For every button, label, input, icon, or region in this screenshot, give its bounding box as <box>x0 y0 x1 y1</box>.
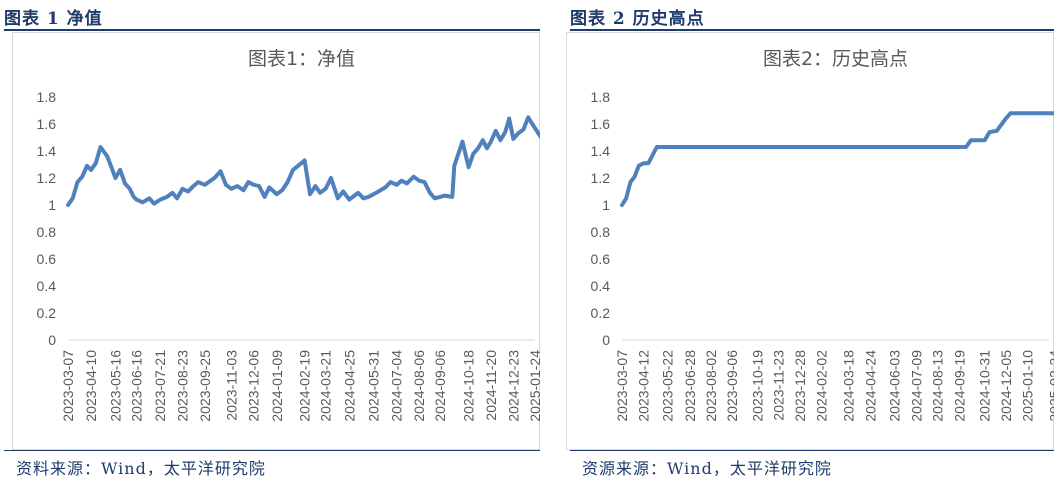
x-tick-label: 2024-04-25 <box>341 350 357 422</box>
figure-heading: 图表 2 历史高点 <box>570 9 705 29</box>
x-tick-label: 2024-08-06 <box>411 350 427 422</box>
x-tick-label: 2024-06-03 <box>887 350 903 422</box>
y-tick-label: 0.4 <box>37 278 57 294</box>
x-tick-label: 2024-08-13 <box>929 350 945 422</box>
heading-rule <box>4 29 540 31</box>
x-tick-label: 2024-04-24 <box>863 350 879 422</box>
x-tick-label: 2023-03-07 <box>60 350 76 422</box>
x-tick-label: 2023-10-19 <box>750 350 766 422</box>
y-tick-label: 0 <box>602 332 610 348</box>
chart-panel-high: 图表 2 历史高点 图表2：历史高点 0 0.2 0.4 0.6 0.8 1 1.2 1.4 1.… <box>566 0 1054 483</box>
x-tick-label: 2023-04-12 <box>636 350 652 422</box>
x-tick-label: 2024-11-20 <box>483 350 499 421</box>
x-tick-label: 2024-09-19 <box>952 350 968 422</box>
x-tick-label: 2023-12-28 <box>792 350 808 422</box>
x-tick-label: 2024-12-05 <box>998 350 1014 422</box>
source-note: 资料来源：Wind，太平洋研究院 <box>16 459 266 478</box>
x-tick-label: 2023-08-23 <box>175 350 191 422</box>
figure-heading: 图表 1 净值 <box>4 9 103 29</box>
y-tick-label: 1.8 <box>37 89 57 105</box>
x-tick-label: 2024-10-31 <box>977 350 993 422</box>
x-tick-label: 2023-11-23 <box>771 350 787 421</box>
x-tick-label: 2024-09-06 <box>432 350 448 422</box>
y-tick-label: 0.4 <box>591 278 611 294</box>
y-tick-label: 1.6 <box>591 116 611 132</box>
x-tick-label: 2023-06-28 <box>682 350 698 422</box>
y-tick-label: 0.6 <box>37 251 57 267</box>
x-tick-label: 2023-04-10 <box>83 350 99 422</box>
y-tick-label: 0.6 <box>591 251 611 267</box>
x-tick-label: 2024-01-09 <box>269 350 285 422</box>
y-tick-label: 0.8 <box>591 224 611 240</box>
y-tick-label: 0.8 <box>37 224 57 240</box>
x-tick-label: 2023-07-21 <box>152 350 168 422</box>
x-tick-label: 2024-03-21 <box>318 350 334 422</box>
x-tick-label: 2024-10-18 <box>461 350 477 422</box>
source-rule <box>4 450 540 451</box>
x-tick-label: 2024-05-31 <box>366 350 382 422</box>
x-tick-label: 2023-08-02 <box>703 350 719 422</box>
x-tick-label: 2024-07-09 <box>908 350 924 422</box>
series-line <box>66 115 540 207</box>
chart-panel-nav: 图表 1 净值 图表1：净值 0 0.2 0.4 0.6 0.8 1 1.2 1.4 1.6 1.8… <box>4 9 540 478</box>
y-tick-label: 1 <box>48 197 56 213</box>
source-note: 资源来源：Wind，太平洋研究院 <box>582 459 832 478</box>
chart-frame: 图表1：净值 0 0.2 0.4 0.6 0.8 1 1.2 1.4 1.6 1.8 2023-03-… <box>12 32 540 450</box>
x-tick-label: 2023-09-25 <box>197 350 213 422</box>
x-tick-label: 2025-01-10 <box>1019 350 1035 422</box>
x-tick-label: 2024-03-18 <box>840 350 856 422</box>
chart-frame: 图表2：历史高点 0 0.2 0.4 0.6 0.8 1 1.2 1.4 1.6 1.8 2023-0… <box>566 32 1054 450</box>
series-line <box>620 111 1054 207</box>
x-tick-label: 2023-05-22 <box>660 350 676 422</box>
high-watermark-line-chart: 图表2：历史高点 0 0.2 0.4 0.6 0.8 1 1.2 1.4 1.6 1.8 2023-0… <box>591 48 1054 422</box>
y-tick-label: 1.4 <box>37 143 57 159</box>
y-tick-label: 1.4 <box>591 143 611 159</box>
y-tick-label: 1.2 <box>37 170 57 186</box>
x-tick-label: 2023-11-03 <box>223 350 239 421</box>
x-tick-label: 2025-01-24 <box>527 350 540 422</box>
y-tick-label: 0 <box>48 332 56 348</box>
x-tick-label: 2023-03-07 <box>614 350 630 422</box>
chart-title: 图表2：历史高点 <box>763 48 908 70</box>
x-tick-label: 2024-02-19 <box>297 350 313 422</box>
y-tick-label: 1 <box>602 197 610 213</box>
y-tick-label: 1.2 <box>591 170 611 186</box>
source-rule <box>570 450 1054 451</box>
y-tick-label: 0.2 <box>37 305 57 321</box>
x-tick-label: 2023-06-16 <box>128 350 144 422</box>
nav-line-chart: 图表1：净值 0 0.2 0.4 0.6 0.8 1 1.2 1.4 1.6 1.8 2023-03-… <box>37 48 540 422</box>
x-tick-label: 2023-12-06 <box>246 350 262 422</box>
chart-title: 图表1：净值 <box>248 48 355 70</box>
x-tick-label: 2023-05-16 <box>107 350 123 422</box>
x-tick-label: 2024-02-02 <box>813 350 829 422</box>
x-tick-label: 2025-02-24 <box>1046 350 1054 422</box>
heading-rule <box>570 29 1054 31</box>
x-tick-label: 2023-09-06 <box>724 350 740 422</box>
y-tick-label: 1.6 <box>37 116 57 132</box>
y-tick-label: 1.8 <box>591 89 611 105</box>
x-tick-label: 2024-07-04 <box>389 350 405 422</box>
y-tick-label: 0.2 <box>591 305 611 321</box>
x-tick-label: 2024-12-23 <box>505 350 521 422</box>
